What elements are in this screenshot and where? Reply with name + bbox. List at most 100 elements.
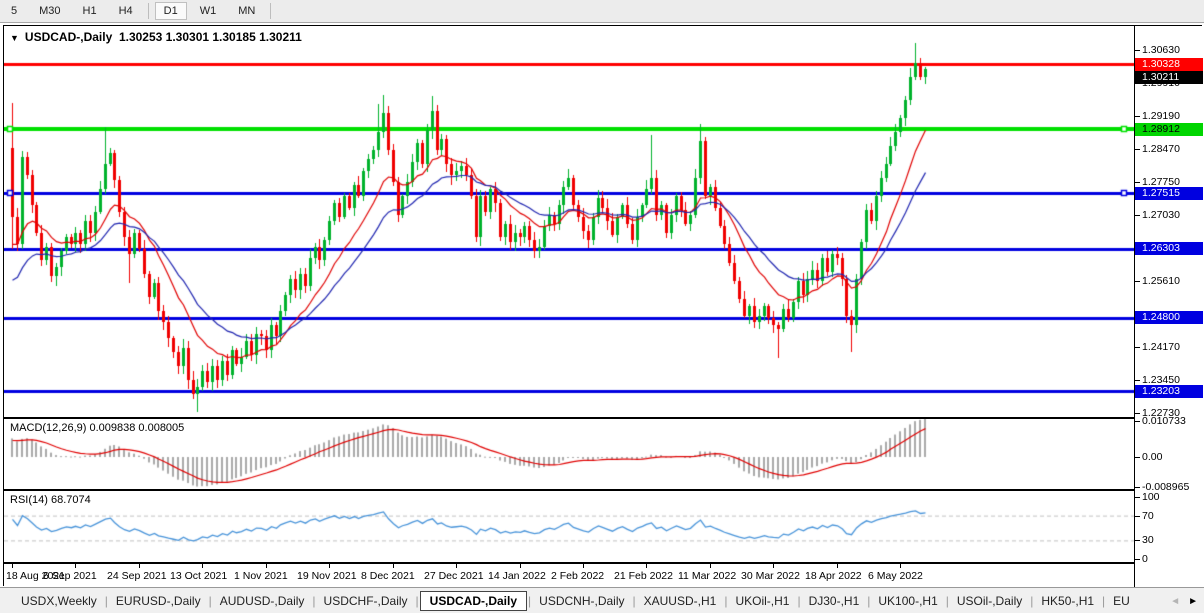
timeframe-button-w1[interactable]: W1 bbox=[199, 5, 217, 17]
price-tick: 1.29190 bbox=[1135, 110, 1180, 123]
price-tick: 1.23450 bbox=[1135, 373, 1180, 386]
tab-eu[interactable]: EU bbox=[1113, 593, 1130, 608]
tab-scroll-arrows: ◄ ► bbox=[1162, 588, 1202, 613]
price-chart-canvas[interactable] bbox=[4, 26, 1134, 417]
price-marker-127515: 1.27515 bbox=[1135, 186, 1203, 200]
price-pane: ▼ USDCAD-,Daily 1.30253 1.30301 1.30185 1… bbox=[4, 26, 1201, 417]
date-label: 8 Dec 2021 bbox=[361, 570, 415, 582]
timeframe-button-5[interactable]: 5 bbox=[11, 5, 18, 17]
tab-scroll-left-icon[interactable]: ◄ bbox=[1170, 595, 1181, 607]
tab-xauusd-h1[interactable]: XAUUSD-,H1 bbox=[643, 593, 717, 608]
macd-label: MACD(12,26,9) 0.009838 0.008005 bbox=[10, 422, 185, 434]
price-tick: 1.30630 bbox=[1135, 44, 1180, 57]
rsi-pane: RSI(14) 68.7074 bbox=[4, 491, 1201, 562]
date-tick bbox=[139, 564, 140, 568]
tab-separator: | bbox=[208, 593, 212, 608]
date-tick bbox=[202, 564, 203, 568]
price-marker-130328: 1.30328 bbox=[1135, 57, 1203, 71]
date-label: 13 Oct 2021 bbox=[170, 570, 228, 582]
timeframe-button-h4[interactable]: H4 bbox=[118, 5, 133, 17]
date-tick bbox=[520, 564, 521, 568]
macd-axis-tick: 0.010733 bbox=[1135, 415, 1186, 428]
tab-eurusd-daily[interactable]: EURUSD-,Daily bbox=[115, 593, 201, 608]
date-label: 21 Feb 2022 bbox=[614, 570, 673, 582]
tab-separator: | bbox=[528, 593, 532, 608]
date-label: 24 Sep 2021 bbox=[107, 570, 167, 582]
date-label: 6 May 2022 bbox=[868, 570, 923, 582]
price-tick: 1.22730 bbox=[1135, 406, 1180, 419]
date-tick bbox=[456, 564, 457, 568]
tab-usdcnh-daily[interactable]: USDCNH-,Daily bbox=[539, 593, 625, 608]
pane-divider[interactable] bbox=[4, 417, 1201, 419]
price-marker-126303: 1.26303 bbox=[1135, 242, 1203, 256]
price-tick: 1.28470 bbox=[1135, 143, 1180, 156]
macd-axis-tick: 0.00 bbox=[1135, 451, 1163, 463]
chart-tab-bar: USDX,Weekly | EURUSD-,Daily | AUDUSD-,Daily |… bbox=[0, 587, 1204, 613]
tab-separator: | bbox=[867, 593, 871, 608]
tab-usdchf-daily[interactable]: USDCHF-,Daily bbox=[323, 593, 408, 608]
tab-uk100-h1[interactable]: UK100-,H1 bbox=[878, 593, 938, 608]
price-tick: 1.24170 bbox=[1135, 340, 1180, 353]
date-tick bbox=[75, 564, 76, 568]
date-label: 27 Dec 2021 bbox=[424, 570, 484, 582]
date-label: 11 Mar 2022 bbox=[678, 570, 737, 582]
date-label: 2 Feb 2022 bbox=[551, 570, 605, 582]
price-axis[interactable]: 1.306301.299101.291901.284701.277501.270… bbox=[1134, 26, 1203, 587]
date-label: 30 Mar 2022 bbox=[741, 570, 800, 582]
tab-usoil-daily[interactable]: USOil-,Daily bbox=[956, 593, 1023, 608]
chart-window: ▼ USDCAD-,Daily 1.30253 1.30301 1.30185 1… bbox=[3, 25, 1203, 587]
macd-canvas[interactable] bbox=[4, 419, 1134, 489]
price-tick: 1.27030 bbox=[1135, 209, 1180, 222]
timeframe-toolbar: 5 M30 H1 H4 D1 W1 MN bbox=[0, 0, 1204, 23]
chart-title-symbol: USDCAD-,Daily bbox=[24, 30, 113, 44]
date-label: 19 Nov 2021 bbox=[297, 570, 357, 582]
date-tick bbox=[12, 564, 13, 568]
date-tick bbox=[773, 564, 774, 568]
tab-separator: | bbox=[104, 593, 108, 608]
macd-axis-tick: -0.008965 bbox=[1135, 480, 1190, 493]
tab-separator: | bbox=[632, 593, 636, 608]
tab-separator: | bbox=[415, 593, 419, 608]
rsi-axis-tick: 30 bbox=[1135, 534, 1154, 547]
tab-separator: | bbox=[724, 593, 728, 608]
chart-title: ▼ USDCAD-,Daily 1.30253 1.30301 1.30185 1… bbox=[10, 30, 302, 44]
timeframe-button-mn[interactable]: MN bbox=[238, 5, 256, 17]
date-label: 6 Sep 2021 bbox=[43, 570, 97, 582]
rsi-axis-tick: 0 bbox=[1135, 553, 1148, 565]
timeframe-button-h1[interactable]: H1 bbox=[82, 5, 97, 17]
tab-usdx-weekly[interactable]: USDX,Weekly bbox=[21, 593, 97, 608]
tab-dj30-h1[interactable]: DJ30-,H1 bbox=[808, 593, 860, 608]
tab-usdcad-daily[interactable]: USDCAD-,Daily bbox=[419, 590, 528, 611]
pane-divider[interactable] bbox=[4, 562, 1201, 564]
macd-pane: MACD(12,26,9) 0.009838 0.008005 bbox=[4, 419, 1201, 489]
price-tick: 1.27750 bbox=[1135, 176, 1180, 189]
date-label: 14 Jan 2022 bbox=[488, 570, 546, 582]
date-label: 1 Nov 2021 bbox=[234, 570, 288, 582]
tab-separator: | bbox=[1030, 593, 1034, 608]
toolbar-separator bbox=[270, 3, 272, 19]
date-tick bbox=[266, 564, 267, 568]
price-marker-128912: 1.28912 bbox=[1135, 122, 1203, 136]
price-marker-130211: 1.30211 bbox=[1135, 70, 1203, 84]
tab-scroll-right-icon[interactable]: ► bbox=[1188, 595, 1198, 607]
tab-separator: | bbox=[312, 593, 316, 608]
tab-ukoil-h1[interactable]: UKOil-,H1 bbox=[735, 593, 790, 608]
chevron-down-icon[interactable]: ▼ bbox=[10, 33, 19, 43]
date-tick bbox=[329, 564, 330, 568]
date-tick bbox=[900, 564, 901, 568]
date-label: 18 Aug 2021 bbox=[6, 570, 65, 582]
date-label: 18 Apr 2022 bbox=[805, 570, 862, 582]
tab-hk50-h1[interactable]: HK50-,H1 bbox=[1041, 593, 1095, 608]
date-axis[interactable]: 18 Aug 2021 6 Sep 2021 24 Sep 2021 13 Oct 2… bbox=[4, 564, 1134, 587]
timeframe-button-m30[interactable]: M30 bbox=[39, 5, 61, 17]
tab-audusd-daily[interactable]: AUDUSD-,Daily bbox=[219, 593, 305, 608]
rsi-canvas[interactable] bbox=[4, 491, 1134, 562]
rsi-label: RSI(14) 68.7074 bbox=[10, 494, 91, 506]
price-marker-123203: 1.23203 bbox=[1135, 384, 1203, 398]
chart-title-ohlc: 1.30253 1.30301 1.30185 1.30211 bbox=[118, 30, 302, 44]
pane-divider[interactable] bbox=[4, 489, 1201, 491]
timeframe-button-d1[interactable]: D1 bbox=[154, 2, 187, 20]
tab-separator: | bbox=[797, 593, 801, 608]
date-tick bbox=[583, 564, 584, 568]
